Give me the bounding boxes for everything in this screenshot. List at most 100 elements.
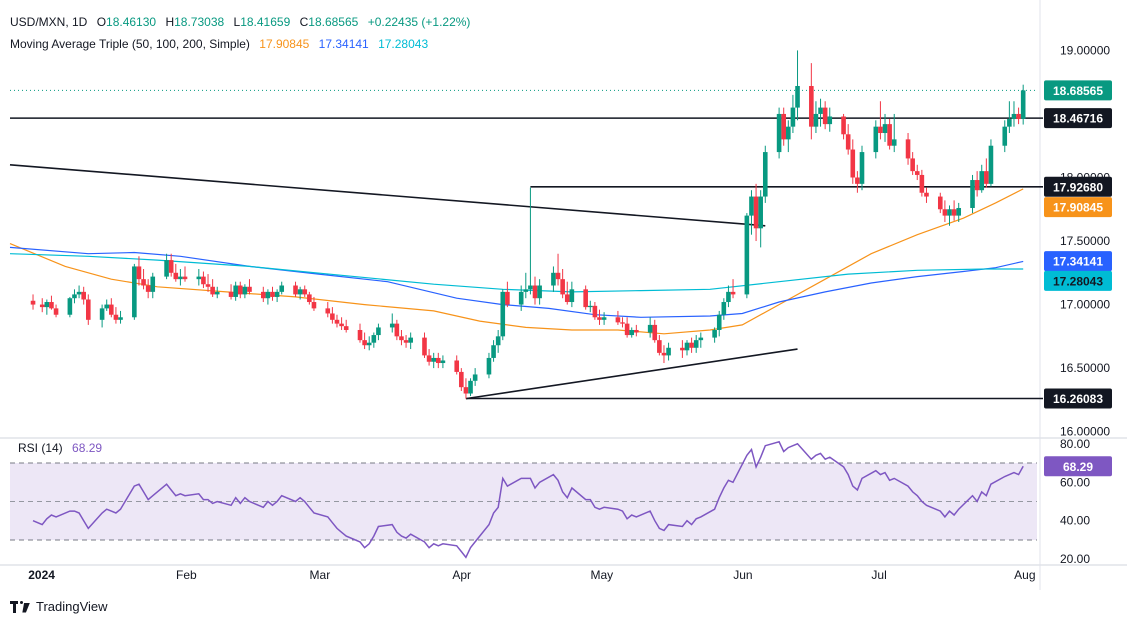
candle-body: [371, 335, 377, 343]
moving-average-legend[interactable]: Moving Average Triple (50, 100, 200, Sim…: [10, 37, 428, 51]
tradingview-brand[interactable]: TradingView: [10, 599, 108, 614]
candle-body: [436, 357, 441, 364]
candle-body: [914, 171, 920, 175]
candle-body: [279, 285, 285, 292]
candle-body: [744, 215, 750, 295]
rsi-axis-tick: 20.00: [1060, 552, 1090, 566]
ma100-value: 17.34141: [318, 37, 369, 51]
candle-body: [426, 355, 432, 362]
low-label: L: [233, 15, 241, 29]
candle-body: [214, 291, 220, 295]
candle-body: [551, 272, 556, 286]
candle-body: [293, 285, 298, 295]
candle-body: [684, 342, 690, 351]
change-value: +0.22435 (+1.22%): [367, 15, 471, 29]
candle-body: [786, 126, 791, 140]
candle-body: [30, 300, 36, 305]
candle-body: [228, 291, 234, 297]
candle-body: [44, 302, 50, 308]
candle-body: [325, 308, 331, 314]
candle-body: [942, 209, 948, 216]
candle-body: [592, 305, 598, 318]
candle-body: [495, 336, 501, 346]
time-axis-tick: Jun: [733, 568, 752, 582]
candle-body: [809, 85, 814, 127]
ma50-value: 17.90845: [259, 37, 310, 51]
time-axis-tick: Feb: [176, 568, 197, 582]
candle-body: [109, 304, 114, 315]
time-axis-tick: Apr: [452, 568, 471, 582]
candle-body: [201, 276, 206, 285]
candle-body: [818, 107, 823, 114]
candle-body: [951, 209, 957, 216]
candle-body: [1002, 126, 1008, 146]
candle-body: [887, 124, 892, 146]
candle-body: [947, 209, 952, 216]
candle-body: [859, 152, 865, 184]
candle-body: [366, 342, 372, 346]
candle-body: [500, 291, 506, 337]
candle-body: [454, 360, 460, 372]
last-price-label-box: [1044, 80, 1112, 101]
candle-body: [850, 149, 856, 178]
candle-body: [601, 317, 607, 320]
candle-body: [919, 174, 925, 193]
candle-body: [150, 276, 156, 292]
candle-body: [440, 360, 446, 364]
ma200-price-label: 17.28043: [1053, 274, 1103, 288]
candle-body: [1011, 113, 1017, 120]
candle-body: [205, 284, 211, 287]
trendline: [465, 348, 798, 400]
candle-body: [389, 323, 395, 328]
candle-body: [330, 313, 335, 320]
price-axis-tick: 17.00000: [1060, 298, 1110, 312]
candle-body: [67, 298, 73, 315]
candle-body: [247, 286, 252, 292]
moving-average-title: Moving Average Triple (50, 100, 200, Sim…: [10, 37, 250, 51]
candle-body: [652, 324, 658, 341]
level-price-label-box: [1044, 176, 1112, 197]
level-price-label: 18.46716: [1053, 112, 1103, 126]
candle-body: [463, 387, 469, 394]
candle-body: [1016, 113, 1021, 120]
candle-body: [878, 126, 883, 134]
ma50-price-label-box: [1044, 197, 1112, 218]
candle-body: [403, 340, 409, 343]
rsi-title: RSI (14): [18, 441, 63, 455]
candle-body: [431, 357, 436, 362]
low-value: 18.41659: [240, 15, 291, 29]
candle-body: [758, 196, 763, 229]
candle-body: [237, 285, 243, 295]
symbol-label: USD/MXN, 1D: [10, 15, 88, 29]
candle-body: [587, 305, 593, 308]
candle-body: [689, 342, 694, 348]
candle-body: [178, 276, 183, 280]
candle-body: [173, 272, 179, 280]
open-label: O: [96, 15, 107, 29]
candle-body: [376, 327, 381, 336]
candle-body: [49, 302, 54, 309]
candle-body: [564, 294, 570, 303]
rsi-last-label: 68.29: [1063, 460, 1093, 474]
candle-body: [399, 336, 404, 341]
chart-header: USD/MXN, 1D O18.46130 H18.73038 L18.4165…: [10, 15, 470, 29]
candle-body: [845, 134, 851, 150]
candle-body: [624, 323, 630, 336]
candle-body: [270, 291, 275, 297]
candle-body: [118, 317, 123, 320]
candle-body: [53, 308, 59, 315]
candle-body: [104, 304, 110, 309]
candle-body: [560, 279, 565, 295]
ma200-price-label-box: [1044, 270, 1112, 291]
price-axis-tick: 19.00000: [1060, 43, 1110, 57]
ma200-value: 17.28043: [378, 37, 429, 51]
close-value: 18.68565: [308, 15, 359, 29]
rsi-legend[interactable]: RSI (14) 68.29: [18, 441, 102, 455]
candle-body: [505, 291, 510, 305]
rsi-value: 68.29: [72, 441, 103, 455]
time-axis-tick: Mar: [310, 568, 331, 582]
candle-body: [647, 324, 653, 333]
candle-body: [712, 329, 717, 338]
price-axis-tick: 16.00000: [1060, 425, 1110, 439]
